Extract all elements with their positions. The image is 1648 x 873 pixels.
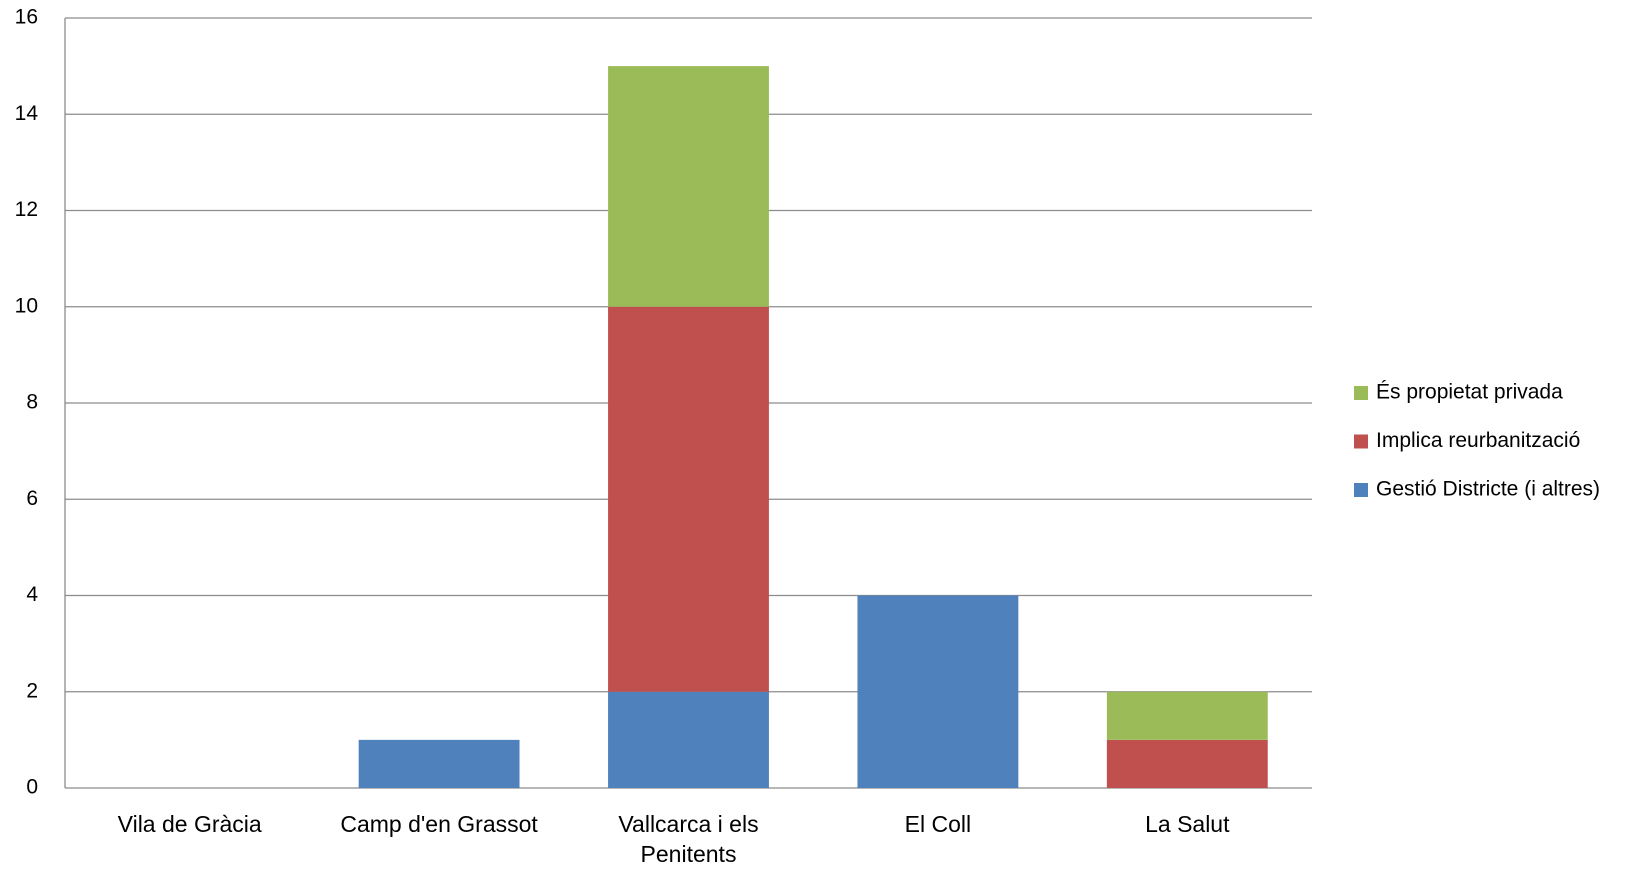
x-tick-label: El Coll <box>904 811 972 837</box>
legend-swatch <box>1354 386 1368 400</box>
bar-segment <box>608 66 769 307</box>
y-tick-label: 10 <box>15 294 38 317</box>
x-tick-label: Vallcarca i els Penitents <box>618 811 759 867</box>
y-tick-label: 0 <box>26 776 38 799</box>
bar-segment <box>608 306 769 692</box>
bar-segment <box>358 739 520 788</box>
legend-label: Implica reurbanització <box>1376 429 1580 452</box>
bar-segment <box>1106 691 1268 740</box>
y-tick-label: 4 <box>26 583 38 606</box>
y-tick-label: 14 <box>15 102 39 125</box>
y-tick-label: 2 <box>26 679 38 702</box>
y-tick-label: 12 <box>15 198 38 221</box>
x-tick-label: Vila de Gràcia <box>117 811 262 837</box>
legend-label: És propietat privada <box>1376 381 1563 404</box>
legend-label: Gestió Districte (i altres) <box>1376 478 1600 501</box>
y-tick-label: 8 <box>26 391 38 414</box>
bar-segment <box>857 595 1019 788</box>
legend-swatch <box>1354 483 1368 497</box>
legend-swatch <box>1354 434 1368 449</box>
y-tick-label: 16 <box>15 6 38 29</box>
y-tick-label: 6 <box>26 487 38 510</box>
bar-segment <box>608 691 769 788</box>
bar-segment <box>1106 739 1268 788</box>
x-tick-label: La Salut <box>1145 811 1230 837</box>
x-tick-label: Camp d'en Grassot <box>340 811 538 837</box>
